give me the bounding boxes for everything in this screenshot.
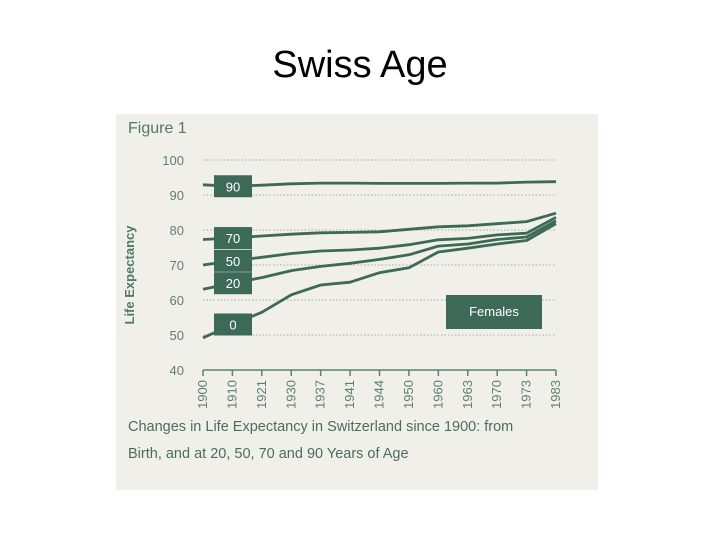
series-line-70 (202, 211, 557, 241)
x-tick-label: 1950 (401, 380, 416, 409)
series-label-90: 90 (214, 175, 252, 198)
series-label-box (214, 272, 252, 295)
series-line-0 (202, 222, 557, 340)
series-label-text: 70 (226, 231, 240, 246)
series-lines (202, 180, 557, 340)
x-tick-label: 1983 (548, 380, 563, 409)
series-line-90 (202, 180, 557, 188)
x-tick-label: 1944 (372, 380, 387, 409)
x-tick-label: 1930 (283, 380, 298, 409)
x-tick-label: 1937 (313, 380, 328, 409)
series-line-20 (202, 219, 557, 291)
y-tick-label: 70 (170, 258, 184, 273)
series-label-20: 20 (214, 272, 252, 295)
figure-scan: Figure 1 40 50 60 70 80 90 100 1900 1910 1921 193… (116, 114, 598, 490)
x-tick-label: 1900 (195, 380, 210, 409)
figure-caption: Changes in Life Expectancy in Switzerlan… (128, 414, 590, 468)
y-tick-label: 50 (170, 328, 184, 343)
series-label-0: 0 (214, 313, 252, 336)
series-line-50 (202, 216, 557, 267)
y-tick-label: 80 (170, 223, 184, 238)
series-label-text: 20 (226, 276, 240, 291)
series-label-box (214, 175, 252, 198)
legend: Females (446, 295, 542, 329)
x-tick-label: 1973 (519, 380, 534, 409)
series-label-text: 90 (226, 179, 240, 194)
legend-box (446, 295, 542, 329)
series-label-50: 50 (214, 249, 252, 272)
x-tick-label: 1970 (489, 380, 504, 409)
grid-lines (202, 159, 557, 376)
series-label-text: 0 (229, 318, 236, 333)
series-label-box (214, 313, 252, 336)
series-label-box (214, 227, 252, 250)
series-label-70: 70 (214, 227, 252, 250)
caption-line-2: Birth, and at 20, 50, 70 and 90 Years of… (128, 446, 409, 462)
x-tick-label: 1963 (460, 380, 475, 409)
x-tick-label: 1960 (430, 380, 445, 409)
series-labels: 90 70 50 20 0 (214, 175, 252, 336)
y-tick-label: 60 (170, 293, 184, 308)
life-expectancy-chart: 40 50 60 70 80 90 100 1900 1910 1921 1930 1937 1941… (122, 153, 563, 409)
legend-label: Females (469, 304, 519, 319)
y-axis-label: Life Expectancy (122, 225, 137, 325)
x-tick-labels: 1900 1910 1921 1930 1937 1941 1944 1950 1960 1963… (195, 380, 563, 409)
x-tick-label: 1910 (224, 380, 239, 409)
y-tick-label: 100 (162, 153, 184, 168)
x-tick-label: 1921 (254, 380, 269, 409)
y-tick-label: 40 (170, 363, 184, 378)
y-tick-label: 90 (170, 188, 184, 203)
slide-title: Swiss Age (272, 44, 448, 86)
x-tick-label: 1941 (342, 380, 357, 409)
series-label-box (214, 249, 252, 272)
y-tick-labels: 40 50 60 70 80 90 100 (162, 153, 184, 378)
series-label-text: 50 (226, 254, 240, 269)
figure-label: Figure 1 (128, 120, 187, 137)
caption-line-1: Changes in Life Expectancy in Switzerlan… (128, 419, 514, 435)
